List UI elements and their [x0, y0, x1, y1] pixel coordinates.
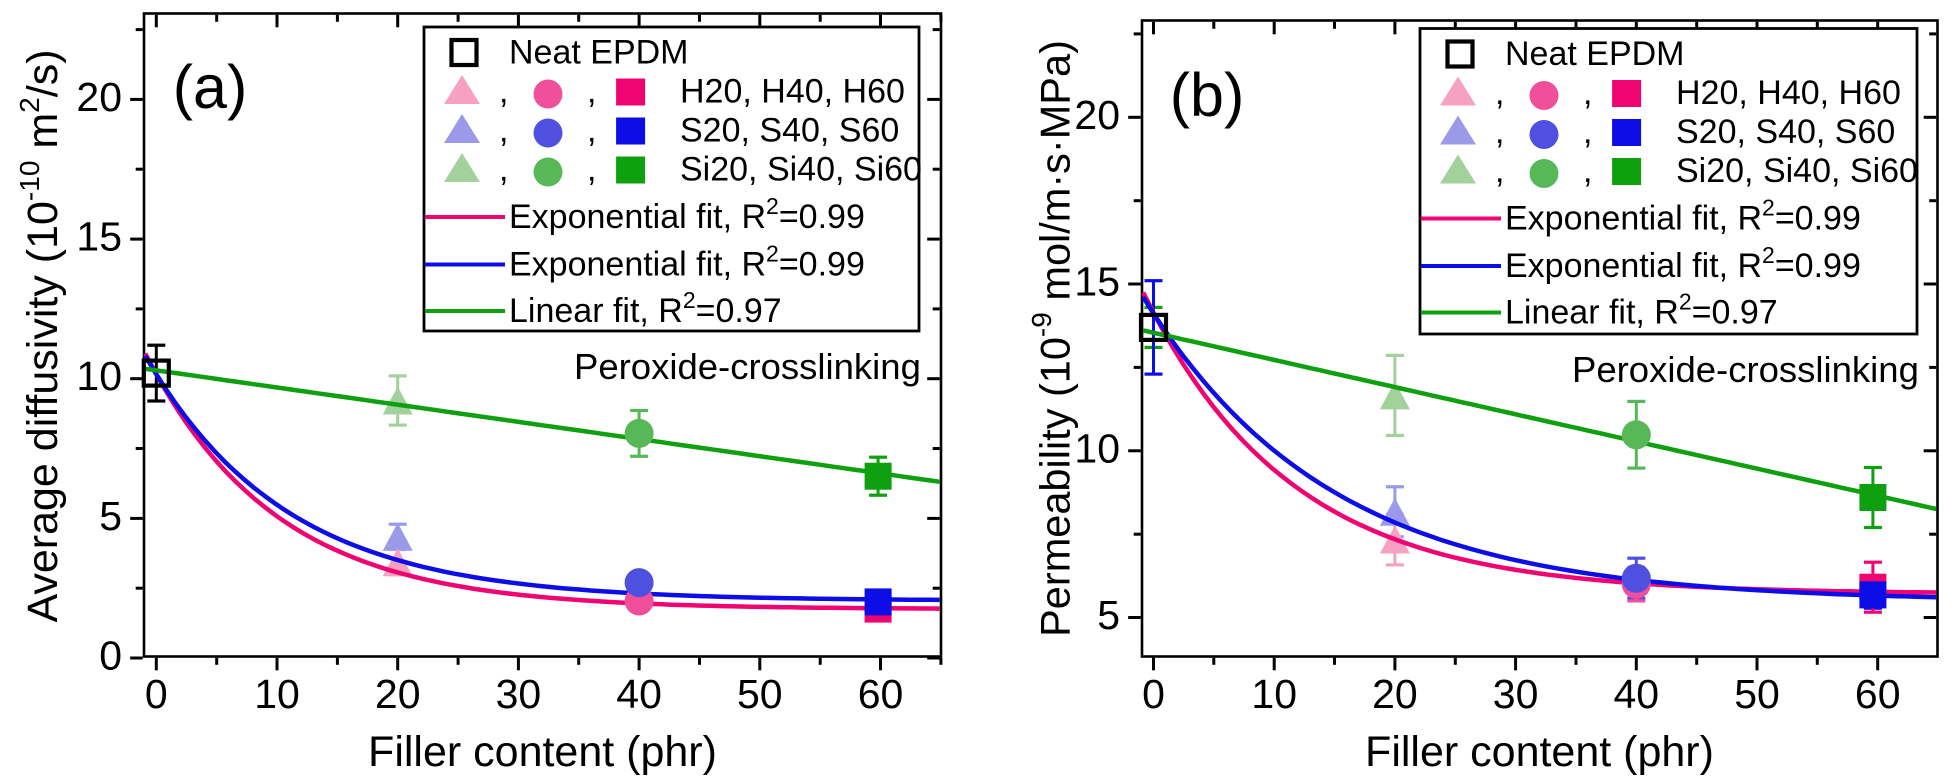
svg-text:40: 40: [1613, 671, 1659, 717]
svg-text:,: ,: [499, 151, 508, 189]
svg-text:40: 40: [616, 671, 662, 717]
svg-text:Filler content (phr): Filler content (phr): [368, 728, 717, 776]
svg-text:60: 60: [1855, 671, 1901, 717]
svg-text:15: 15: [76, 214, 122, 260]
svg-text:0: 0: [1142, 671, 1165, 717]
svg-text:,: ,: [1583, 113, 1592, 151]
svg-text:20: 20: [375, 671, 421, 717]
svg-text:,: ,: [499, 112, 508, 150]
svg-text:H20, H40, H60: H20, H40, H60: [1676, 74, 1901, 112]
svg-text:Filler content (phr): Filler content (phr): [1365, 728, 1714, 776]
svg-text:50: 50: [1734, 671, 1780, 717]
svg-text:Exponential fit, R2=0.99: Exponential fit, R2=0.99: [509, 193, 865, 236]
svg-text:20: 20: [1074, 92, 1120, 138]
svg-text:20: 20: [76, 74, 122, 120]
svg-text:5: 5: [99, 493, 122, 539]
svg-text:S20, S40, S60: S20, S40, S60: [680, 112, 899, 150]
svg-text:(a): (a): [173, 53, 248, 121]
svg-text:60: 60: [858, 671, 904, 717]
svg-text:30: 30: [1493, 671, 1539, 717]
svg-text:H20, H40, H60: H20, H40, H60: [680, 73, 905, 111]
svg-text:S20, S40, S60: S20, S40, S60: [1676, 113, 1895, 151]
svg-text:,: ,: [1495, 152, 1504, 190]
svg-text:Si20, Si40, Si60: Si20, Si40, Si60: [1676, 152, 1918, 190]
svg-text:Permeability (10-9​ mol/m·s·MP: Permeability (10-9​ mol/m·s·MPa): [1026, 40, 1079, 637]
svg-text:,: ,: [587, 151, 596, 189]
svg-text:50: 50: [737, 671, 783, 717]
svg-text:Linear fit, R2=0.97: Linear fit, R2=0.97: [509, 287, 782, 330]
svg-text:10: 10: [1074, 425, 1120, 471]
svg-text:Peroxide-crosslinking: Peroxide-crosslinking: [574, 346, 921, 387]
svg-text:,: ,: [1495, 113, 1504, 151]
svg-text:(b): (b): [1170, 61, 1245, 129]
svg-text:Peroxide-crosslinking: Peroxide-crosslinking: [1572, 349, 1919, 390]
svg-text:10: 10: [254, 671, 300, 717]
svg-text:Exponential fit, R2=0.99: Exponential fit, R2=0.99: [1505, 195, 1861, 238]
svg-text:Exponential fit, R2=0.99: Exponential fit, R2=0.99: [1505, 242, 1861, 285]
svg-text:,: ,: [587, 112, 596, 150]
svg-text:,: ,: [1495, 74, 1504, 112]
svg-text:Neat EPDM: Neat EPDM: [509, 34, 689, 72]
svg-text:,: ,: [1583, 152, 1592, 190]
svg-text:Neat EPDM: Neat EPDM: [1505, 35, 1685, 73]
svg-text:Si20, Si40, Si60: Si20, Si40, Si60: [680, 151, 922, 189]
svg-text:30: 30: [496, 671, 542, 717]
svg-text:20: 20: [1372, 671, 1418, 717]
svg-text:0: 0: [145, 671, 168, 717]
svg-text:,: ,: [1583, 74, 1592, 112]
svg-text:5: 5: [1097, 592, 1120, 638]
svg-text:,: ,: [587, 73, 596, 111]
svg-text:15: 15: [1074, 259, 1120, 305]
svg-text:0: 0: [99, 633, 122, 679]
svg-text:,: ,: [499, 73, 508, 111]
svg-text:Linear fit, R2=0.97: Linear fit, R2=0.97: [1505, 289, 1778, 332]
svg-text:10: 10: [76, 353, 122, 399]
svg-text:Exponential fit, R2=0.99: Exponential fit, R2=0.99: [509, 241, 865, 284]
svg-text:10: 10: [1251, 671, 1297, 717]
svg-text:Average diffusivity (10-10​ m2: Average diffusivity (10-10​ m2​/s): [14, 49, 68, 622]
